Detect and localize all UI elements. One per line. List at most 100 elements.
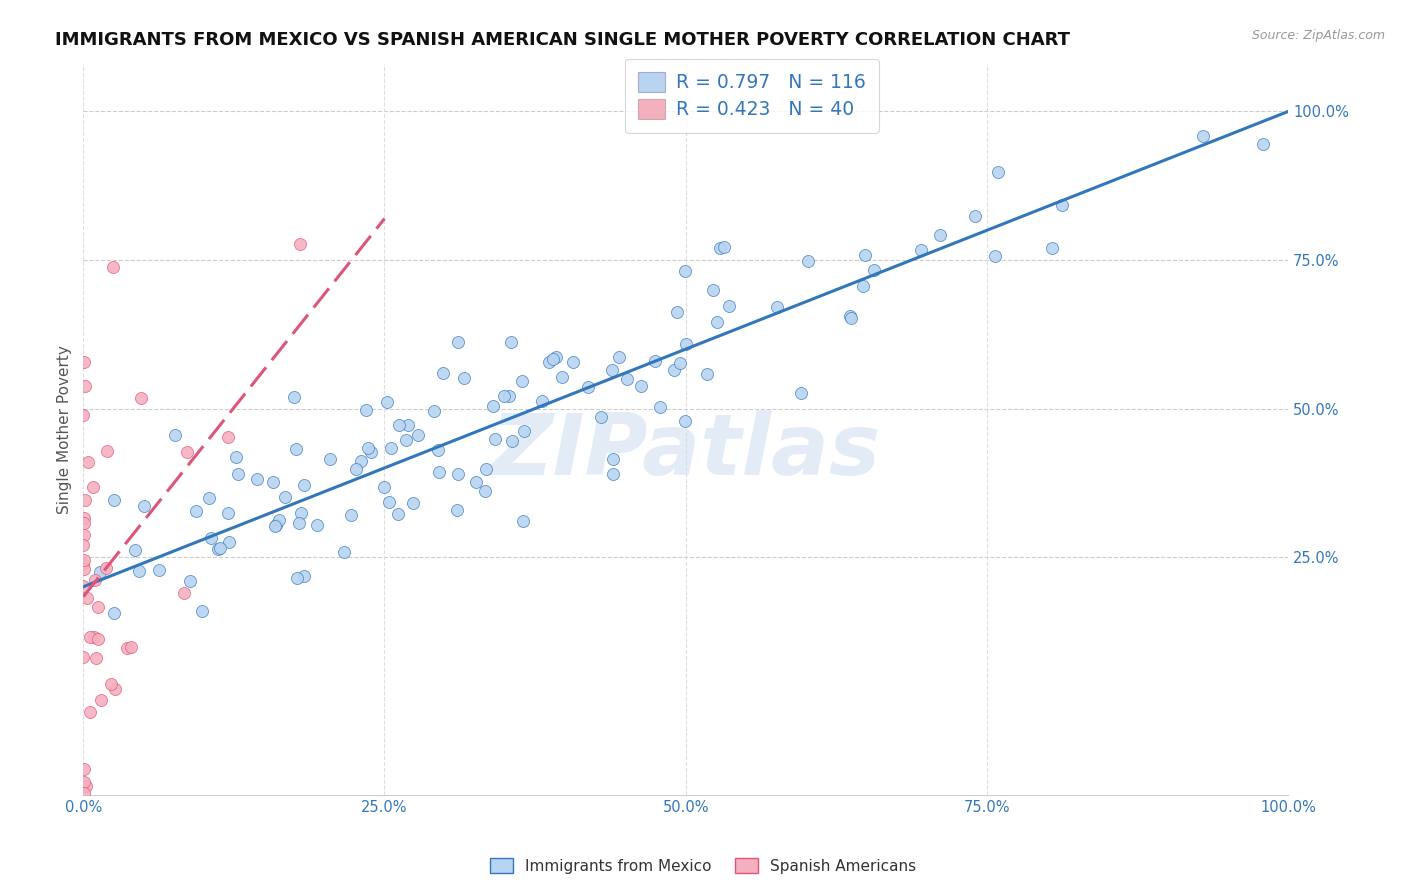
Point — [79, 705, 101, 719]
Point — [644, 354, 666, 368]
Point — [852, 279, 875, 293]
Point — [198, 491, 221, 505]
Point — [84, 651, 107, 665]
Point — [673, 415, 696, 429]
Point — [333, 545, 356, 559]
Point — [207, 541, 229, 556]
Point — [790, 386, 813, 401]
Point — [839, 310, 862, 325]
Point — [910, 244, 932, 258]
Point — [173, 586, 195, 600]
Point — [340, 508, 363, 522]
Point — [427, 465, 450, 479]
Point — [73, 774, 96, 789]
Point — [129, 391, 152, 405]
Point — [72, 579, 94, 593]
Point — [84, 573, 107, 587]
Point — [132, 499, 155, 513]
Point — [512, 514, 534, 528]
Point — [375, 394, 398, 409]
Point — [501, 434, 523, 448]
Point — [75, 779, 97, 793]
Point — [561, 354, 583, 368]
Point — [148, 562, 170, 576]
Point — [288, 237, 311, 252]
Point — [101, 260, 124, 274]
Point — [378, 495, 401, 509]
Point — [73, 562, 96, 576]
Point — [530, 394, 553, 409]
Point — [447, 467, 470, 481]
Point — [602, 363, 624, 377]
Point — [73, 762, 96, 776]
Point — [284, 442, 307, 456]
Point — [839, 310, 862, 324]
Point — [702, 283, 724, 297]
Point — [218, 535, 240, 549]
Point — [290, 506, 312, 520]
Point — [176, 445, 198, 459]
Point — [766, 300, 789, 314]
Point — [356, 403, 378, 417]
Point — [83, 630, 105, 644]
Point — [713, 239, 735, 253]
Point — [380, 441, 402, 455]
Point — [422, 403, 444, 417]
Point — [501, 335, 523, 350]
Point — [510, 374, 533, 388]
Point — [863, 263, 886, 277]
Point — [387, 508, 409, 522]
Point — [648, 400, 671, 414]
Point — [484, 432, 506, 446]
Point — [128, 565, 150, 579]
Point — [665, 305, 688, 319]
Text: IMMIGRANTS FROM MEXICO VS SPANISH AMERICAN SINGLE MOTHER POVERTY CORRELATION CHA: IMMIGRANTS FROM MEXICO VS SPANISH AMERIC… — [55, 31, 1070, 49]
Point — [285, 571, 308, 585]
Point — [200, 531, 222, 545]
Point — [305, 517, 328, 532]
Point — [94, 560, 117, 574]
Point — [706, 314, 728, 328]
Point — [82, 480, 104, 494]
Point — [474, 483, 496, 498]
Point — [87, 599, 110, 614]
Point — [124, 543, 146, 558]
Point — [963, 209, 986, 223]
Point — [797, 254, 820, 268]
Point — [453, 371, 475, 385]
Point — [717, 299, 740, 313]
Text: Source: ZipAtlas.com: Source: ZipAtlas.com — [1251, 29, 1385, 42]
Point — [591, 410, 613, 425]
Point — [121, 640, 143, 654]
Point — [89, 565, 111, 579]
Point — [607, 350, 630, 364]
Point — [630, 378, 652, 392]
Point — [73, 355, 96, 369]
Point — [217, 506, 239, 520]
Y-axis label: Single Mother Poverty: Single Mother Poverty — [58, 345, 72, 514]
Point — [103, 682, 125, 697]
Point — [72, 649, 94, 664]
Point — [709, 241, 731, 255]
Point — [292, 569, 315, 583]
Point — [1050, 198, 1073, 212]
Point — [482, 399, 505, 413]
Point — [350, 454, 373, 468]
Point — [292, 478, 315, 492]
Point — [675, 337, 697, 351]
Point — [344, 461, 367, 475]
Point — [1253, 137, 1275, 152]
Point — [79, 630, 101, 644]
Point — [217, 430, 239, 444]
Point — [262, 475, 284, 490]
Point — [664, 363, 686, 377]
Point — [551, 370, 574, 384]
Point — [103, 606, 125, 620]
Point — [1040, 241, 1063, 255]
Point — [269, 513, 291, 527]
Point — [115, 641, 138, 656]
Point — [179, 574, 201, 588]
Point — [165, 428, 187, 442]
Point — [96, 444, 118, 458]
Point — [543, 351, 565, 366]
